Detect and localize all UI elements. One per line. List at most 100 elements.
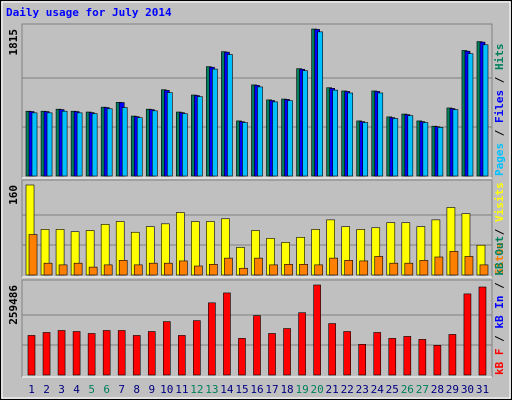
bar [317,31,323,177]
bar [31,112,38,177]
bar [257,86,263,177]
bar [253,315,261,376]
x-tick-label: 16 [250,383,263,396]
bar [407,115,414,177]
bar [268,333,276,376]
bar [46,112,53,177]
y-tick-label: 160 [7,185,20,205]
bar [73,262,83,276]
bar [28,234,38,276]
bar [242,122,248,177]
legend: Sites / Visits [493,182,506,275]
bar [392,118,399,177]
bar [136,117,143,177]
x-tick-label: 7 [118,383,125,396]
bar [193,320,201,376]
bar [434,256,444,276]
bar [283,328,291,376]
bar [42,332,51,376]
legend-entry: Pages [493,143,506,176]
bar [359,260,369,276]
bar [151,110,158,177]
chart-title: Daily usage for July 2014 [6,6,172,19]
x-tick-label: 11 [175,383,188,396]
bar [72,331,81,376]
x-tick-label: 2 [43,383,50,396]
bar [482,44,489,177]
bar [403,336,412,376]
bar [238,338,246,376]
bar [197,96,203,177]
legend-entry: kB Out [493,236,506,276]
x-tick-label: 18 [280,383,293,396]
x-tick-label: 31 [476,383,489,396]
bar [147,331,156,376]
x-tick-label: 12 [190,383,203,396]
x-tick-label: 19 [295,383,308,396]
legend-entry: kB F [493,349,506,376]
bar [76,112,83,177]
x-tick-label: 4 [73,383,80,396]
bar [162,321,171,376]
bar [272,101,278,177]
bar [287,100,293,177]
x-tick-label: 5 [88,383,95,396]
bar [373,332,382,376]
bar [374,256,384,276]
x-tick-label: 26 [401,383,414,396]
legend-entry: Files [493,90,506,123]
bar [27,335,36,376]
x-tick-label: 1 [28,383,35,396]
bar [269,264,278,276]
bar [422,122,429,177]
x-tick-label: 29 [446,383,459,396]
bar [389,262,399,276]
bar [91,113,98,177]
bar [88,266,98,276]
bar [182,113,188,177]
x-tick-label: 8 [133,383,140,396]
bar [433,345,442,376]
bar [118,260,128,276]
bar [117,330,126,376]
bar [344,260,354,276]
legend-separator: / [493,276,506,296]
bar [227,54,233,177]
bar [377,92,384,177]
bar [106,108,113,177]
x-tick-label: 15 [235,383,248,396]
bar [103,264,113,276]
legend: kB F / kB In / kB Out [493,236,506,375]
legend-separator: / [493,329,506,349]
bar [224,257,233,276]
x-tick-label: 6 [103,383,110,396]
bar [102,330,111,376]
x-tick-label: 22 [341,383,354,396]
x-tick-label: 25 [386,383,399,396]
x-tick-label: 10 [160,383,173,396]
x-tick-label: 9 [148,383,155,396]
bar [163,262,173,276]
legend-entry: Hits [493,44,506,71]
x-tick-label: 14 [220,383,234,396]
legend-separator: / [493,123,506,143]
bar [299,264,308,276]
legend: Pages / Files / Hits [493,44,506,177]
bar [343,331,351,376]
x-tick-label: 24 [371,383,385,396]
bar [298,312,306,376]
x-tick-label: 28 [431,383,444,396]
bar [464,256,474,276]
bar [448,334,457,376]
bar [418,339,427,376]
bar [179,260,188,276]
bar [194,265,203,276]
bar [212,68,218,177]
bar [209,264,218,276]
bar [166,92,173,177]
bar [478,286,487,376]
bar [132,335,141,376]
legend-entry: Visits [493,182,506,222]
bar [328,323,336,376]
